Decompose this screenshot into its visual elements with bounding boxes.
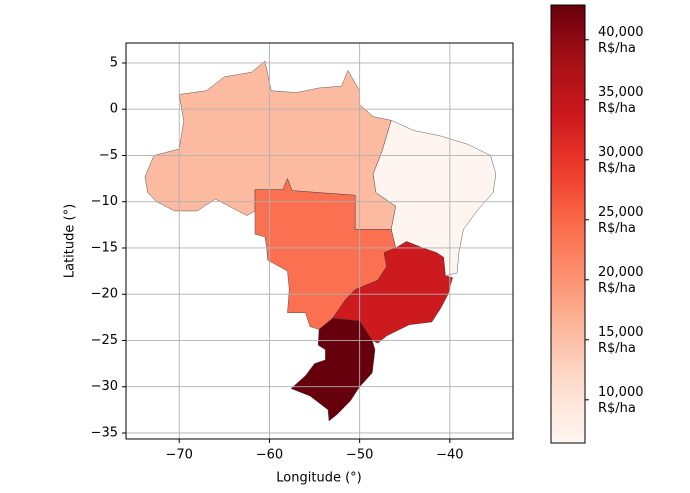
region bbox=[332, 241, 453, 344]
colorbar-tick-label: 35,000 R$/ha bbox=[598, 84, 644, 115]
colorbar-tick-label: 10,000 R$/ha bbox=[598, 384, 644, 415]
colorbar-tick-label: 30,000 R$/ha bbox=[598, 144, 644, 175]
colorbar-tick-label: 40,000 R$/ha bbox=[598, 24, 644, 55]
y-tick-label: −5 bbox=[99, 148, 118, 163]
colorbar-tick-label: 20,000 R$/ha bbox=[598, 264, 644, 295]
region bbox=[290, 318, 376, 422]
y-tick-label: −25 bbox=[91, 333, 118, 348]
y-tick-label: −30 bbox=[91, 379, 118, 394]
colorbar bbox=[550, 4, 586, 444]
colorbar-tick-label: 15,000 R$/ha bbox=[598, 324, 644, 355]
y-axis-label: Latitude (°) bbox=[63, 204, 78, 278]
x-tick-label: −40 bbox=[436, 448, 463, 463]
y-tick-label: −15 bbox=[91, 240, 118, 255]
colorbar-tick-label: 25,000 R$/ha bbox=[598, 204, 644, 235]
x-axis-label: Longitude (°) bbox=[276, 471, 361, 486]
plot-frame bbox=[125, 42, 514, 440]
y-tick-label: −20 bbox=[91, 287, 118, 302]
y-tick-label: 0 bbox=[110, 102, 118, 117]
y-tick-label: −10 bbox=[91, 194, 118, 209]
x-tick-label: −60 bbox=[256, 448, 283, 463]
x-tick-label: −50 bbox=[346, 448, 373, 463]
x-tick-label: −70 bbox=[166, 448, 193, 463]
y-tick-label: −35 bbox=[91, 425, 118, 440]
y-tick-label: 5 bbox=[110, 55, 118, 70]
